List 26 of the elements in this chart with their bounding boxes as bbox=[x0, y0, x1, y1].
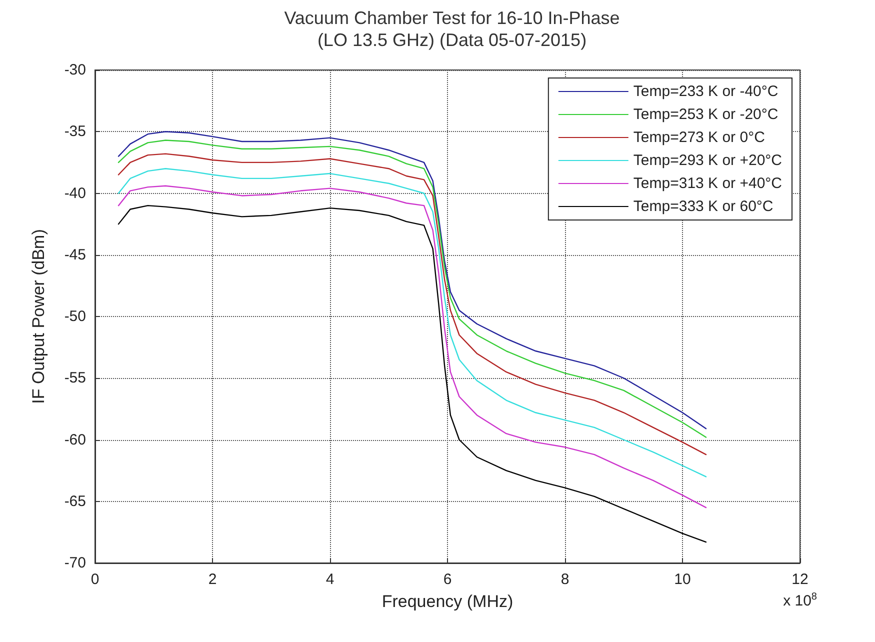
y-tick-label: -45 bbox=[64, 246, 86, 264]
x-axis-title: Frequency (MHz) bbox=[382, 592, 514, 611]
legend-label: Temp=273 K or 0°C bbox=[633, 129, 766, 146]
x-tick-label: 10 bbox=[674, 571, 691, 588]
x-tick-label: 2 bbox=[208, 571, 217, 588]
y-tick-label: -30 bbox=[64, 62, 86, 78]
x-tick-label: 12 bbox=[792, 571, 808, 588]
x-tick-label: 4 bbox=[326, 571, 334, 588]
legend-label: Temp=233 K or -40°C bbox=[633, 83, 778, 100]
x-tick-label: 8 bbox=[560, 571, 570, 588]
x-tick-label: 0 bbox=[90, 571, 100, 588]
y-tick-label: -55 bbox=[64, 370, 86, 387]
x-tick-label: 6 bbox=[443, 571, 452, 588]
legend-label: Temp=333 K or 60°C bbox=[633, 198, 774, 215]
legend-label: Temp=293 K or +20°C bbox=[633, 152, 782, 169]
legend-label: Temp=253 K or -20°C bbox=[633, 106, 778, 123]
legend-label: Temp=313 K or +40°C bbox=[633, 175, 782, 192]
chart-title: Vacuum Chamber Test for 16-10 In-Phase bbox=[284, 8, 620, 28]
y-tick-label: -65 bbox=[64, 492, 86, 510]
y-tick-label: -70 bbox=[64, 554, 86, 572]
y-tick-label: -40 bbox=[64, 184, 86, 202]
y-axis-title: IF Output Power (dBm) bbox=[29, 229, 48, 404]
y-tick-label: -50 bbox=[64, 308, 86, 325]
chart-subtitle: (LO 13.5 GHz) (Data 05-07-2015) bbox=[317, 30, 587, 50]
y-tick-label: -35 bbox=[64, 123, 86, 140]
y-tick-label: -60 bbox=[64, 431, 86, 448]
